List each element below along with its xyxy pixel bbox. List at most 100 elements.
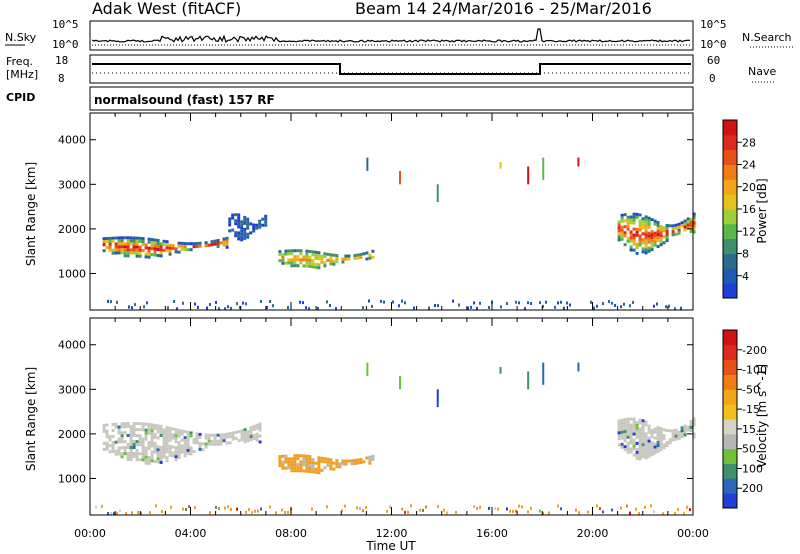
streak-cell — [399, 170, 402, 185]
data-cell — [656, 245, 660, 248]
data-cell — [246, 439, 250, 443]
data-cell — [632, 432, 636, 436]
data-cell — [647, 225, 651, 229]
data-cell — [231, 228, 235, 232]
near-range-cell — [452, 299, 454, 303]
data-cell — [198, 441, 202, 445]
data-cell — [278, 458, 282, 462]
data-cell — [135, 239, 139, 243]
data-cell — [111, 447, 115, 450]
near-range-cell — [467, 306, 469, 310]
data-cell — [659, 448, 663, 452]
near-range-cell — [443, 508, 445, 512]
data-cell — [228, 432, 232, 436]
data-cell — [102, 237, 106, 241]
data-cell — [147, 423, 151, 426]
nave-tick-bottom: 0 — [709, 72, 716, 85]
data-cell — [243, 221, 247, 225]
data-cell — [261, 223, 265, 227]
data-cell — [156, 424, 160, 428]
data-cell — [126, 443, 130, 446]
data-cell — [141, 455, 145, 459]
near-range-cell — [404, 510, 406, 514]
data-cell — [290, 264, 294, 268]
data-cell — [174, 458, 178, 462]
data-cell — [162, 443, 166, 447]
data-cell — [132, 452, 136, 455]
cpid-text: normalsound (fast) 157 RF — [94, 93, 275, 107]
data-cell — [641, 223, 645, 227]
data-cell — [641, 232, 645, 236]
data-cell — [629, 233, 633, 237]
data-cell — [159, 448, 163, 452]
data-cell — [326, 457, 330, 461]
data-cell — [296, 255, 300, 259]
data-cell — [255, 426, 259, 430]
data-cell — [287, 463, 291, 467]
data-cell — [683, 228, 687, 232]
data-cell — [192, 450, 196, 453]
near-range-cell — [116, 511, 118, 515]
data-cell — [258, 422, 262, 426]
data-cell — [353, 254, 357, 257]
data-cell — [680, 432, 684, 436]
data-cell — [683, 219, 687, 223]
data-cell — [689, 218, 693, 221]
data-cell — [293, 255, 297, 259]
data-cell — [296, 249, 300, 253]
near-range-cell — [476, 506, 478, 510]
data-cell — [317, 465, 321, 469]
data-cell — [183, 436, 187, 440]
data-cell — [329, 464, 333, 468]
data-cell — [335, 462, 339, 466]
data-cell — [165, 429, 169, 433]
data-cell — [638, 442, 642, 446]
data-cell — [129, 458, 133, 461]
data-cell — [650, 450, 654, 454]
data-cell — [353, 459, 357, 462]
data-cell — [147, 447, 151, 450]
data-cell — [126, 422, 130, 425]
data-cell — [335, 459, 339, 463]
data-cell — [644, 438, 648, 442]
data-cell — [689, 420, 693, 423]
near-range-cell — [530, 506, 532, 510]
data-cell — [629, 432, 633, 436]
data-cell — [656, 236, 660, 239]
data-cell — [177, 443, 181, 447]
data-cell — [156, 245, 160, 248]
freq-panel: Freq. [MHz] 18 8 60 0 Nave — [6, 54, 776, 85]
data-cell — [216, 433, 220, 437]
data-cell — [689, 426, 693, 429]
data-cell — [213, 433, 217, 437]
near-range-cell — [107, 299, 109, 303]
data-cell — [662, 241, 666, 245]
data-cell — [105, 423, 109, 427]
data-cell — [246, 226, 250, 230]
near-range-cell — [317, 307, 319, 310]
data-cell — [632, 426, 636, 430]
data-cell — [150, 244, 154, 248]
near-range-cell — [518, 301, 520, 305]
data-cell — [174, 428, 178, 432]
data-cell — [141, 249, 145, 253]
data-cell — [656, 426, 660, 429]
data-cell — [629, 239, 633, 243]
data-cell — [249, 432, 253, 436]
data-cell — [632, 218, 636, 222]
data-cell — [644, 230, 648, 234]
data-cell — [638, 228, 642, 232]
data-cell — [177, 244, 181, 248]
data-cell — [641, 431, 645, 435]
data-cell — [683, 424, 687, 428]
data-cell — [617, 232, 621, 236]
data-cell — [635, 426, 639, 430]
data-cell — [213, 442, 217, 446]
near-range-cell — [245, 510, 247, 514]
data-cell — [650, 441, 654, 445]
data-cell — [171, 451, 175, 455]
data-cell — [108, 444, 112, 448]
near-range-cell — [128, 305, 130, 309]
data-cell — [141, 240, 145, 244]
data-cell — [281, 255, 285, 259]
